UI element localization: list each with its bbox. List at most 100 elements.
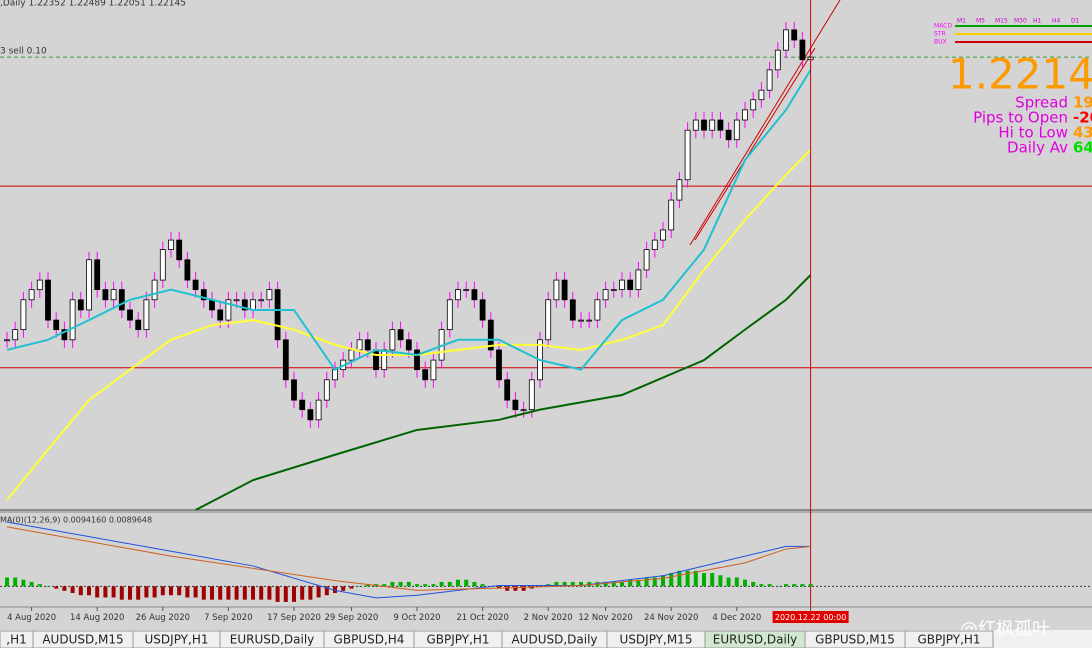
- tab-label[interactable]: ,H1: [6, 633, 26, 647]
- histogram-bar: [579, 581, 583, 587]
- tab-label[interactable]: AUDUSD,Daily: [511, 633, 597, 647]
- candle: [282, 339, 289, 381]
- histogram-bar: [513, 586, 518, 591]
- histogram-bar: [177, 586, 182, 596]
- candle: [291, 379, 297, 401]
- histogram-bar: [210, 586, 214, 600]
- histogram-bar: [718, 575, 723, 587]
- candle: [725, 129, 732, 141]
- candle: [45, 279, 51, 321]
- candle: [750, 99, 757, 111]
- candle: [61, 329, 68, 341]
- histogram-bar: [406, 581, 411, 587]
- candle: [594, 299, 601, 321]
- candle: [209, 299, 215, 311]
- candle: [774, 49, 781, 71]
- timeframe-label: M30: [1014, 18, 1027, 25]
- candle: [77, 299, 84, 311]
- candle: [692, 119, 699, 131]
- histogram-bar: [472, 581, 477, 587]
- tab-label[interactable]: EURUSD,Daily: [230, 633, 315, 647]
- candle: [36, 279, 43, 291]
- candle: [250, 299, 256, 311]
- histogram-bar: [13, 577, 18, 587]
- candle: [578, 319, 584, 322]
- candle: [405, 339, 412, 351]
- candle: [709, 119, 716, 131]
- x-tick-label: 26 Aug 2020: [136, 613, 190, 623]
- x-tick-label: 17 Sep 2020: [267, 613, 321, 623]
- histogram-bar: [46, 586, 50, 587]
- histogram-bar: [275, 586, 280, 602]
- candle: [258, 299, 265, 302]
- candle: [627, 279, 634, 291]
- histogram-bar: [341, 586, 346, 591]
- candle: [545, 299, 552, 341]
- histogram-bar: [808, 584, 813, 587]
- candle: [397, 329, 404, 341]
- tab-label[interactable]: AUDUSD,M15: [42, 633, 123, 647]
- x-tick-label: 2 Nov 2020: [524, 613, 573, 623]
- info-label: Daily Av: [1007, 139, 1068, 157]
- histogram-bar: [193, 586, 198, 598]
- candle: [643, 249, 650, 271]
- tab-label[interactable]: GBPUSD,H4: [334, 633, 405, 647]
- timeframe-label: M15: [995, 18, 1008, 25]
- histogram-bar: [226, 586, 231, 600]
- candle: [118, 289, 125, 311]
- candle: [332, 369, 338, 381]
- histogram-bar: [423, 584, 428, 587]
- candle: [504, 379, 511, 401]
- tab-label[interactable]: GBPUSD,M15: [815, 633, 895, 647]
- histogram-bar: [95, 586, 100, 598]
- histogram-bar: [431, 584, 436, 587]
- tab[interactable]: [904, 630, 994, 648]
- info-value: 19: [1073, 94, 1092, 112]
- histogram-bar: [570, 581, 575, 587]
- histogram-bar: [784, 584, 788, 587]
- tab-label[interactable]: USDJPY,H1: [145, 633, 209, 647]
- histogram-bar: [70, 586, 75, 594]
- candle: [569, 299, 576, 321]
- histogram-bar: [54, 586, 59, 589]
- tab-label[interactable]: USDJPY,M15: [620, 633, 693, 647]
- candle: [496, 349, 502, 381]
- histogram-bar: [218, 586, 223, 600]
- histogram-bar: [702, 573, 706, 587]
- histogram-bar: [775, 586, 780, 587]
- histogram-bar: [267, 586, 272, 600]
- tab-label[interactable]: GBPJPY,H1: [917, 633, 980, 647]
- histogram-bar: [554, 581, 559, 587]
- candle: [110, 289, 117, 301]
- candle: [783, 29, 789, 51]
- candle: [479, 299, 486, 321]
- info-label: Hi to Low: [998, 124, 1068, 142]
- histogram-bar: [349, 586, 354, 589]
- timeframe-label: H4: [1052, 18, 1061, 25]
- histogram-bar: [5, 577, 9, 587]
- candle: [102, 289, 109, 301]
- tab-label[interactable]: EURUSD,Daily: [713, 633, 798, 647]
- histogram-bar: [103, 586, 108, 598]
- candle: [4, 339, 10, 342]
- info-label: Spread: [1015, 94, 1068, 112]
- candle: [299, 399, 306, 411]
- info-value: -20: [1073, 109, 1092, 127]
- candle: [758, 89, 765, 101]
- candle: [389, 329, 396, 351]
- candle: [684, 129, 691, 181]
- candle: [184, 259, 191, 281]
- histogram-bar: [234, 586, 239, 600]
- candle: [348, 349, 355, 361]
- tab-label[interactable]: GBPJPY,H1: [426, 633, 489, 647]
- histogram-bar: [456, 579, 460, 587]
- candle: [241, 299, 248, 311]
- candle: [307, 409, 314, 421]
- candle: [200, 289, 207, 301]
- candle: [373, 349, 379, 371]
- candle: [651, 239, 658, 251]
- x-tick-label: 12 Nov 2020: [578, 613, 632, 623]
- histogram-bar: [611, 581, 616, 587]
- histogram-bar: [333, 586, 337, 594]
- candle: [266, 289, 273, 301]
